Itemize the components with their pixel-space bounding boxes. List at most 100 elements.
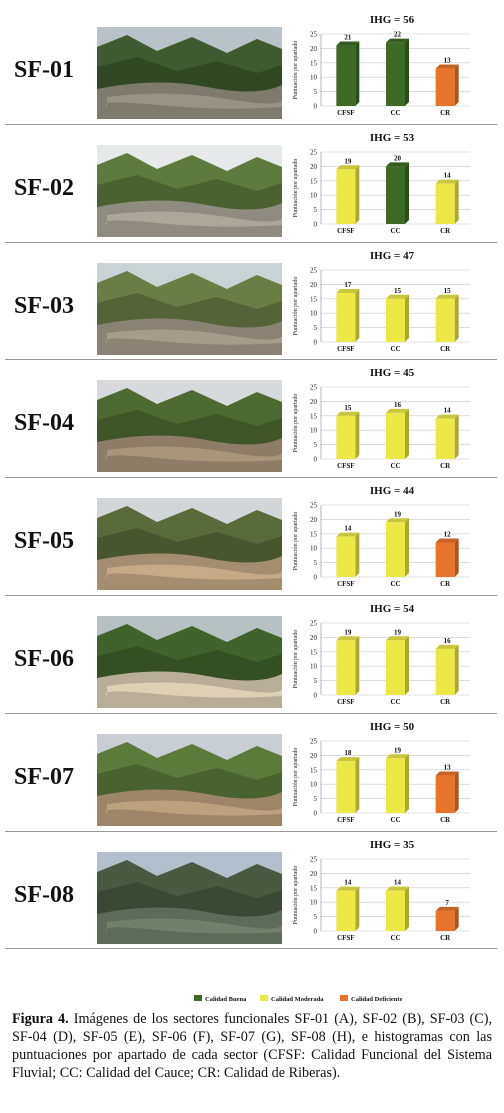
bar-chart-svg: IHG = 44 Puntuación por apartado 0 5 10 15 20 2… bbox=[293, 485, 470, 588]
y-axis-label: Puntuación por apartado bbox=[293, 158, 299, 217]
x-tick-label: CFSF bbox=[337, 345, 355, 353]
y-tick-label: 5 bbox=[314, 795, 318, 803]
y-tick-label: 25 bbox=[310, 148, 318, 156]
x-tick-label: CC bbox=[390, 816, 400, 824]
x-tick-label: CR bbox=[440, 345, 451, 353]
y-tick-label: 25 bbox=[310, 855, 318, 863]
sector-row: SF-07 IHG = 50 Puntuación por apartado 0 5 10… bbox=[0, 714, 504, 832]
bar bbox=[386, 42, 405, 106]
bar-top bbox=[435, 906, 459, 911]
score-chart: IHG = 44 Puntuación por apartado 0 5 10 15 20 2… bbox=[284, 478, 504, 595]
x-tick-label: CR bbox=[440, 580, 451, 588]
sector-row: SF-08 IHG = 35 Puntuación por apartado 0 5 10… bbox=[0, 832, 504, 950]
bar bbox=[435, 68, 455, 106]
landscape-image bbox=[97, 851, 282, 944]
bar bbox=[435, 648, 455, 695]
bar-top bbox=[386, 409, 409, 414]
x-tick-label: CR bbox=[440, 227, 451, 235]
chart-title: IHG = 47 bbox=[370, 250, 415, 262]
y-tick-label: 5 bbox=[314, 88, 318, 96]
bar-top bbox=[336, 165, 360, 170]
bar-value-label: 7 bbox=[445, 898, 449, 906]
y-tick-label: 20 bbox=[310, 752, 318, 760]
bar-top bbox=[386, 886, 409, 891]
chart-title: IHG = 44 bbox=[370, 485, 415, 497]
bar bbox=[386, 640, 405, 695]
landscape-image bbox=[97, 733, 282, 826]
row-divider bbox=[5, 712, 497, 714]
chart-title: IHG = 50 bbox=[370, 721, 415, 733]
y-tick-label: 15 bbox=[310, 413, 318, 421]
score-chart: IHG = 45 Puntuación por apartado 0 5 10 15 20 2… bbox=[284, 360, 504, 477]
y-tick-label: 20 bbox=[310, 45, 318, 53]
landscape-image bbox=[97, 380, 282, 473]
landscape-image bbox=[97, 144, 282, 237]
row-divider bbox=[5, 241, 497, 243]
bar bbox=[336, 292, 356, 342]
y-tick-label: 5 bbox=[314, 206, 318, 214]
sector-row: SF-03 IHG = 47 Puntuación por apartado 0 5 10… bbox=[0, 243, 504, 361]
legend-swatch bbox=[194, 995, 202, 1001]
score-chart: IHG = 35 Puntuación por apartado 0 5 10 15 20 2… bbox=[284, 832, 504, 949]
y-axis-label: Puntuación por apartado bbox=[293, 630, 299, 689]
y-tick-label: 15 bbox=[310, 59, 318, 67]
sector-label: SF-03 bbox=[14, 292, 74, 319]
bar-chart-svg: IHG = 53 Puntuación por apartado 0 5 10 15 20 2… bbox=[293, 132, 470, 235]
y-tick-label: 10 bbox=[310, 74, 318, 82]
bar-side bbox=[405, 38, 409, 106]
y-tick-label: 0 bbox=[314, 574, 318, 582]
y-tick-label: 10 bbox=[310, 427, 318, 435]
legend-label: Calidad Deficiente bbox=[351, 996, 403, 1003]
bar bbox=[336, 416, 356, 460]
bar-side bbox=[355, 288, 360, 342]
landscape-image bbox=[97, 262, 282, 355]
bar-chart-svg: IHG = 56 Puntuación por apartado 0 5 10 15 20 2… bbox=[293, 14, 470, 117]
chart-title: IHG = 45 bbox=[370, 367, 415, 379]
score-chart: IHG = 50 Puntuación por apartado 0 5 10 15 20 2… bbox=[284, 714, 504, 831]
bar-top bbox=[336, 532, 360, 537]
y-tick-label: 10 bbox=[310, 309, 318, 317]
y-tick-label: 15 bbox=[310, 884, 318, 892]
row-divider bbox=[5, 123, 497, 125]
bar-chart-svg: IHG = 35 Puntuación por apartado 0 5 10 15 20 2… bbox=[293, 839, 470, 942]
y-axis-label: Puntuación por apartado bbox=[293, 41, 299, 100]
landscape-image bbox=[97, 616, 282, 708]
y-tick-label: 0 bbox=[314, 456, 318, 464]
y-tick-label: 10 bbox=[310, 898, 318, 906]
y-tick-label: 15 bbox=[310, 177, 318, 185]
x-tick-label: CC bbox=[390, 109, 400, 117]
bar-top bbox=[386, 294, 409, 299]
bar-top bbox=[435, 538, 459, 543]
row-divider bbox=[5, 477, 497, 479]
bar-value-label: 16 bbox=[444, 637, 452, 645]
sector-row: SF-05 IHG = 44 Puntuación por apartado 0 5 10… bbox=[0, 478, 504, 596]
x-tick-label: CFSF bbox=[337, 934, 355, 942]
legend-svg: Calidad Buena Calidad Moderada Calidad Def… bbox=[194, 995, 403, 1003]
sector-label: SF-02 bbox=[14, 174, 74, 201]
bar bbox=[435, 542, 455, 578]
bar-side bbox=[405, 294, 409, 342]
y-tick-label: 25 bbox=[310, 384, 318, 392]
score-chart: IHG = 56 Puntuación por apartado 0 5 10 15 20 2… bbox=[284, 7, 504, 124]
y-tick-label: 15 bbox=[310, 648, 318, 656]
bar bbox=[435, 183, 455, 224]
y-tick-label: 10 bbox=[310, 663, 318, 671]
y-tick-label: 0 bbox=[314, 692, 318, 700]
bar-side bbox=[405, 409, 409, 460]
y-tick-label: 5 bbox=[314, 324, 318, 332]
chart-title: IHG = 35 bbox=[370, 839, 415, 851]
chart-legend: Calidad Buena Calidad Moderada Calidad Def… bbox=[0, 992, 504, 1004]
sector-photo bbox=[97, 851, 282, 944]
sector-row: SF-01 IHG = 56 Puntuación por apartado 0 5 10… bbox=[0, 7, 504, 125]
score-chart: IHG = 47 Puntuación por apartado 0 5 10 15 20 2… bbox=[284, 243, 504, 360]
y-tick-label: 20 bbox=[310, 869, 318, 877]
bar-side bbox=[355, 886, 360, 931]
bar-value-label: 14 bbox=[444, 407, 452, 415]
sector-label: SF-08 bbox=[14, 881, 74, 908]
bar bbox=[386, 413, 405, 460]
bar-side bbox=[355, 756, 360, 813]
bar-value-label: 18 bbox=[344, 749, 352, 757]
x-tick-label: CR bbox=[440, 698, 451, 706]
y-axis-label: Puntuación por apartado bbox=[293, 394, 299, 453]
score-chart: IHG = 54 Puntuación por apartado 0 5 10 15 20 2… bbox=[284, 596, 504, 713]
